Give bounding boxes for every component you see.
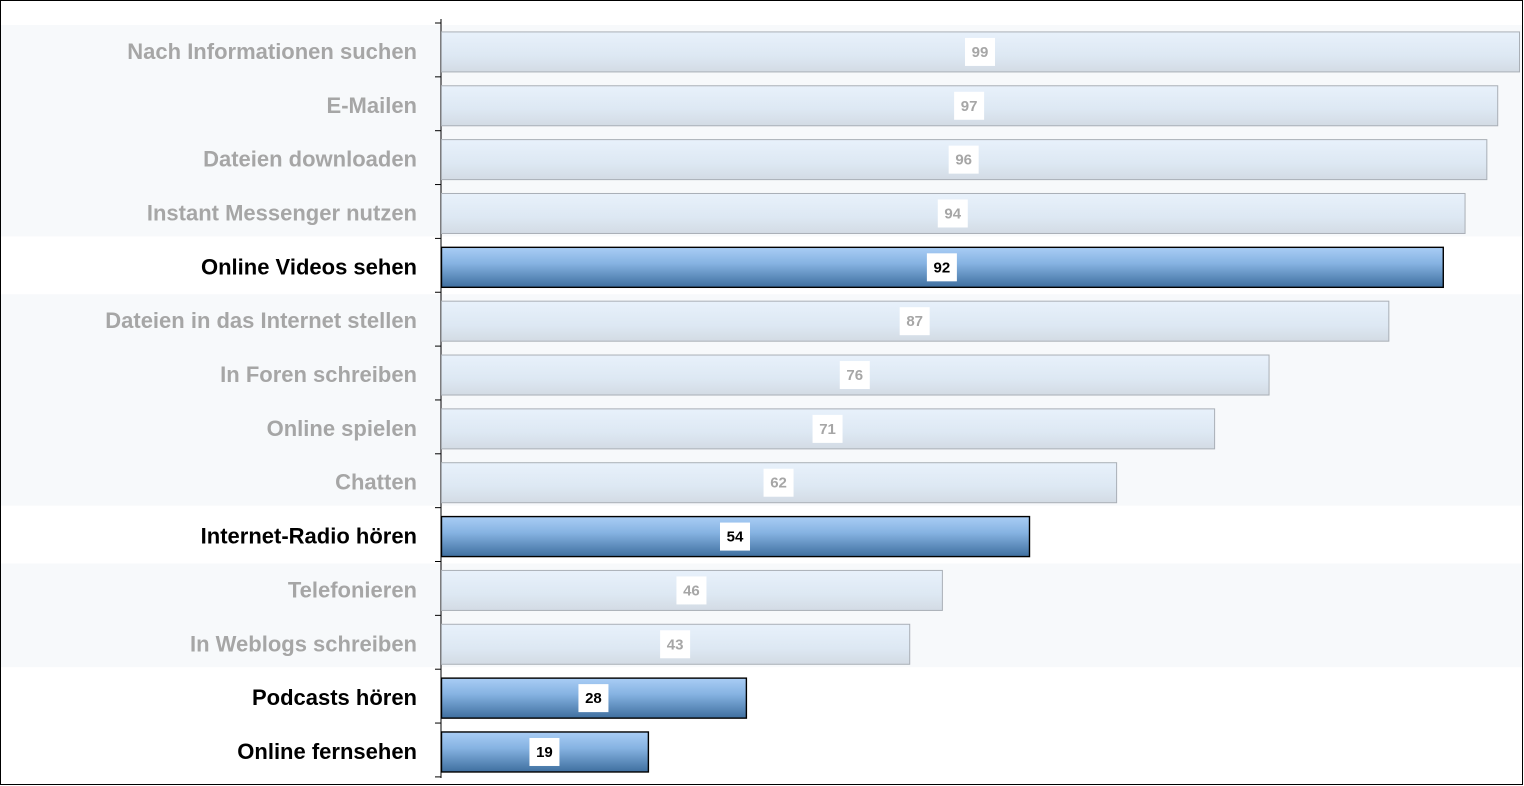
data-label: 92 [934,259,951,276]
data-label-box [529,737,560,766]
data-label-box [812,414,843,443]
data-label: 19 [536,744,553,761]
data-label: 87 [906,313,923,330]
category-label: In Weblogs schreiben [190,631,417,656]
data-label: 76 [846,367,863,384]
category-label: Online fernsehen [237,739,417,764]
category-label: Dateien in das Internet stellen [105,308,417,333]
data-label-box [899,307,930,336]
data-label-box [839,361,870,390]
category-label: In Foren schreiben [220,362,417,387]
category-label: Internet-Radio hören [201,524,417,549]
category-label: Online Videos sehen [201,254,417,279]
data-label: 62 [770,475,787,492]
data-label-box [954,91,985,120]
data-label: 28 [585,690,602,707]
category-label: Dateien downloaden [203,147,417,172]
data-label: 54 [727,529,744,546]
data-label-box [965,37,995,66]
data-label-box [763,468,794,497]
category-label: E-Mailen [327,93,417,118]
category-label: Telefonieren [288,577,417,602]
category-label: Chatten [335,470,417,495]
category-label: Nach Informationen suchen [127,39,417,64]
data-label: 71 [819,421,836,438]
category-label: Online spielen [267,416,417,441]
data-label-box [937,199,968,228]
data-label-box [948,145,979,174]
labels: Nach Informationen suchen 99 E-Mailen 97 Dat… [105,37,995,766]
data-label-box [676,576,707,605]
data-label: 46 [683,582,700,599]
data-label-box [926,253,957,282]
data-label-box [660,630,691,659]
data-label: 43 [667,636,684,653]
data-label: 94 [944,205,961,222]
data-label-box [578,684,609,713]
category-label: Instant Messenger nutzen [147,200,417,225]
data-label: 96 [955,152,972,169]
data-label: 97 [961,98,978,115]
data-label-box [720,522,750,551]
category-label: Podcasts hören [252,685,417,710]
data-label: 99 [972,44,989,61]
